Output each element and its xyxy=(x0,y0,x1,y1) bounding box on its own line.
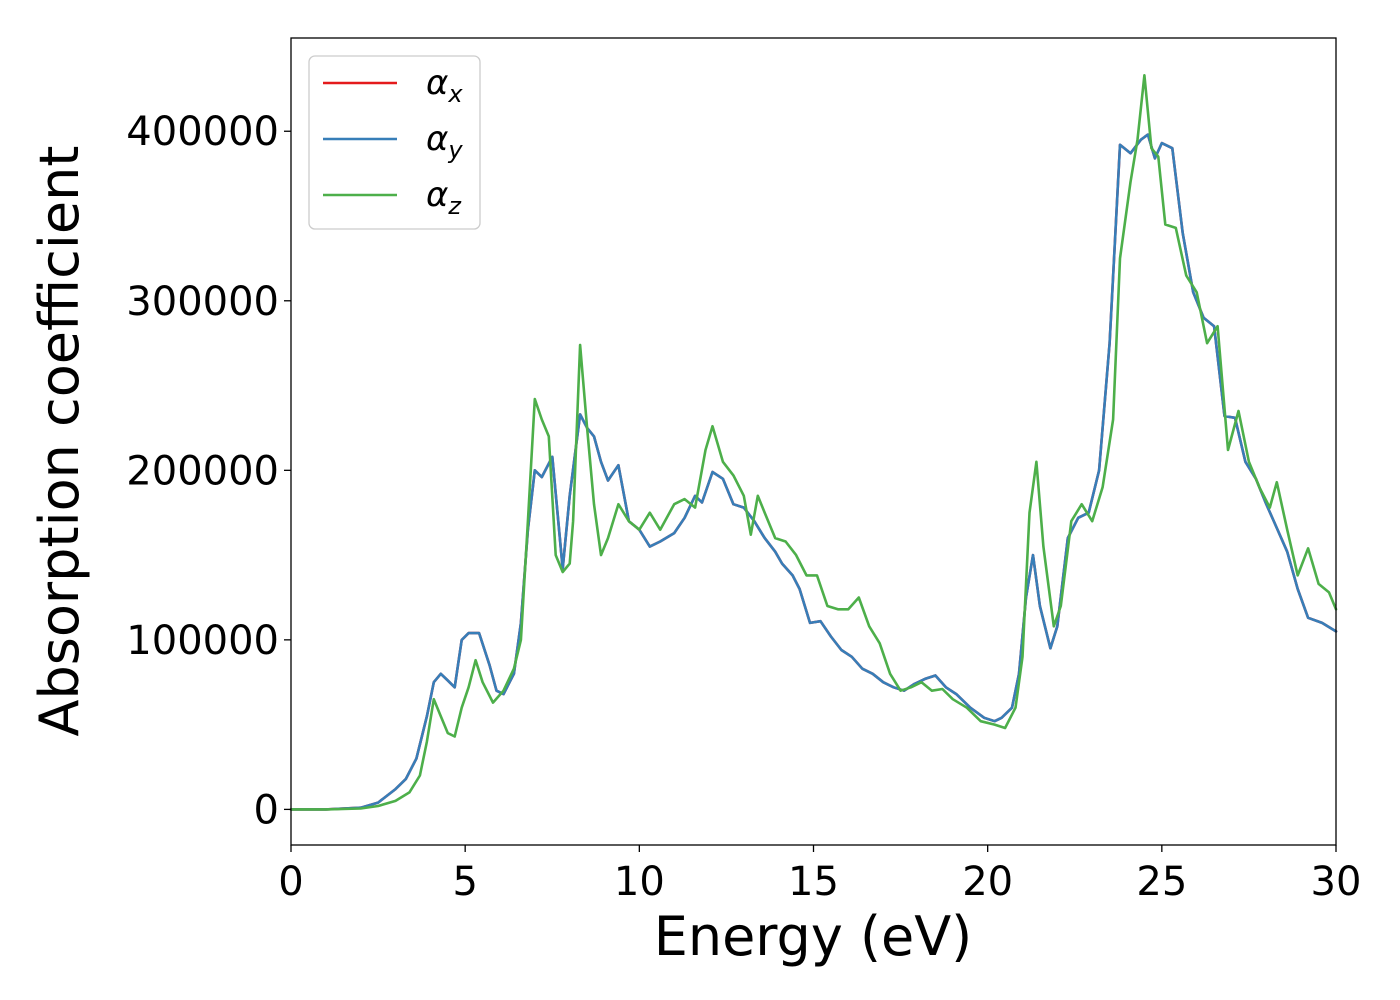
series-line-alpha-z xyxy=(289,74,1338,811)
x-tick-label: 0 xyxy=(278,859,303,905)
x-tick-label: 10 xyxy=(614,859,665,905)
legend-label-alpha-x: αx xyxy=(426,63,463,108)
x-tick-label: 5 xyxy=(452,859,477,905)
legend-box xyxy=(308,55,481,230)
x-tick-label: 15 xyxy=(788,859,839,905)
x-tick-label: 20 xyxy=(962,859,1013,905)
x-tick-label: 30 xyxy=(1311,859,1362,905)
y-axis-label: Absorption coefficient xyxy=(28,146,91,737)
y-tick-label: 400000 xyxy=(126,109,279,155)
legend-label-alpha-y: αy xyxy=(426,119,463,164)
y-tick-label: 200000 xyxy=(126,448,279,494)
series-layer xyxy=(289,74,1338,811)
y-axis-ticks: 0 100000 200000 300000 400000 xyxy=(126,109,291,833)
series-line-alpha-x xyxy=(289,133,1338,811)
series-line-alpha-y xyxy=(289,133,1338,811)
x-axis-label: Energy (eV) xyxy=(654,905,973,968)
x-tick-label: 25 xyxy=(1136,859,1187,905)
y-tick-label: 100000 xyxy=(126,618,279,664)
y-tick-label: 0 xyxy=(254,787,279,833)
y-tick-label: 300000 xyxy=(126,279,279,325)
x-axis-ticks: 0 5 10 15 20 25 30 xyxy=(278,845,1361,905)
